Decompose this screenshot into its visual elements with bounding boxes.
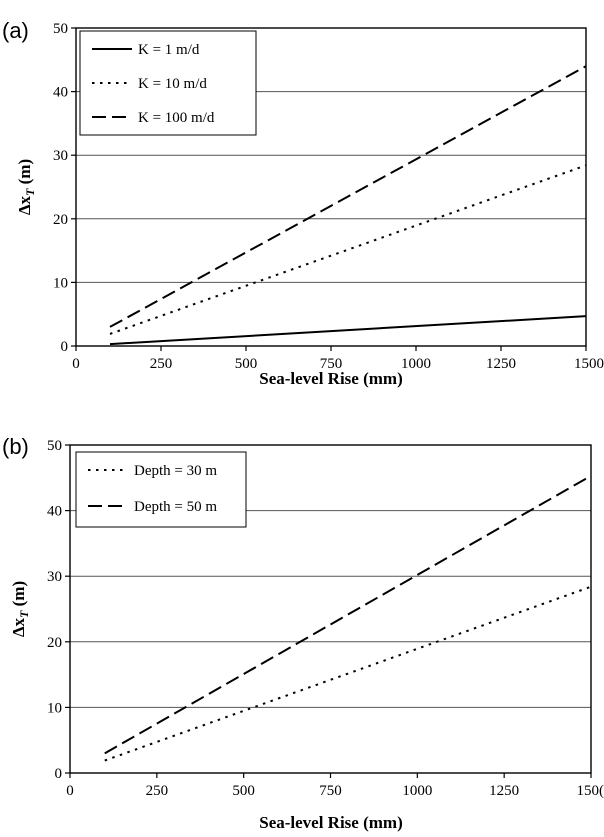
y-tick-label: 50 (53, 21, 68, 37)
y-tick-label: 20 (53, 212, 68, 228)
x-tick-label: 1500 (574, 356, 604, 372)
x-tick-label: 1250 (489, 783, 519, 799)
x-tick-label: 1000 (402, 783, 432, 799)
x-axis-label: Sea-level Rise (mm) (259, 369, 403, 388)
y-tick-label: 40 (53, 85, 68, 101)
y-tick-label: 30 (47, 569, 62, 585)
y-tick-label: 40 (47, 504, 62, 520)
y-axis-label: ΔxT (m) (9, 581, 31, 637)
series-line (104, 474, 592, 755)
x-tick-label: 1000 (401, 356, 431, 372)
legend-box (75, 451, 247, 528)
panel-label: (b) (2, 434, 29, 459)
series-line (109, 315, 587, 346)
y-tick-label: 0 (55, 766, 63, 782)
y-tick-label: 10 (47, 700, 62, 716)
y-tick-label: 10 (53, 275, 68, 291)
series-line (104, 585, 592, 762)
legend-label: Depth = 50 m (134, 499, 217, 515)
series-line (109, 65, 587, 328)
x-tick-label: 150( (577, 783, 604, 799)
y-axis-label: ΔxT (m) (15, 159, 37, 215)
y-tick-label: 20 (47, 635, 62, 651)
x-tick-label: 750 (320, 356, 343, 372)
legend-label: Depth = 30 m (134, 463, 217, 479)
legend-label: K = 100 m/d (138, 110, 215, 126)
x-tick-label: 500 (232, 783, 255, 799)
x-tick-label: 500 (235, 356, 258, 372)
x-tick-label: 0 (66, 783, 74, 799)
y-tick-label: 50 (47, 438, 62, 454)
y-tick-label: 0 (61, 339, 69, 355)
x-tick-label: 1250 (486, 356, 516, 372)
legend-label: K = 1 m/d (138, 42, 200, 58)
series-line (109, 164, 587, 335)
x-tick-label: 750 (319, 783, 342, 799)
x-tick-label: 250 (150, 356, 173, 372)
panel-label: (a) (2, 18, 29, 43)
legend-label: K = 10 m/d (138, 76, 207, 92)
x-tick-label: 250 (146, 783, 169, 799)
y-tick-label: 30 (53, 148, 68, 164)
x-axis-label: Sea-level Rise (mm) (259, 813, 403, 832)
x-tick-label: 0 (72, 356, 80, 372)
